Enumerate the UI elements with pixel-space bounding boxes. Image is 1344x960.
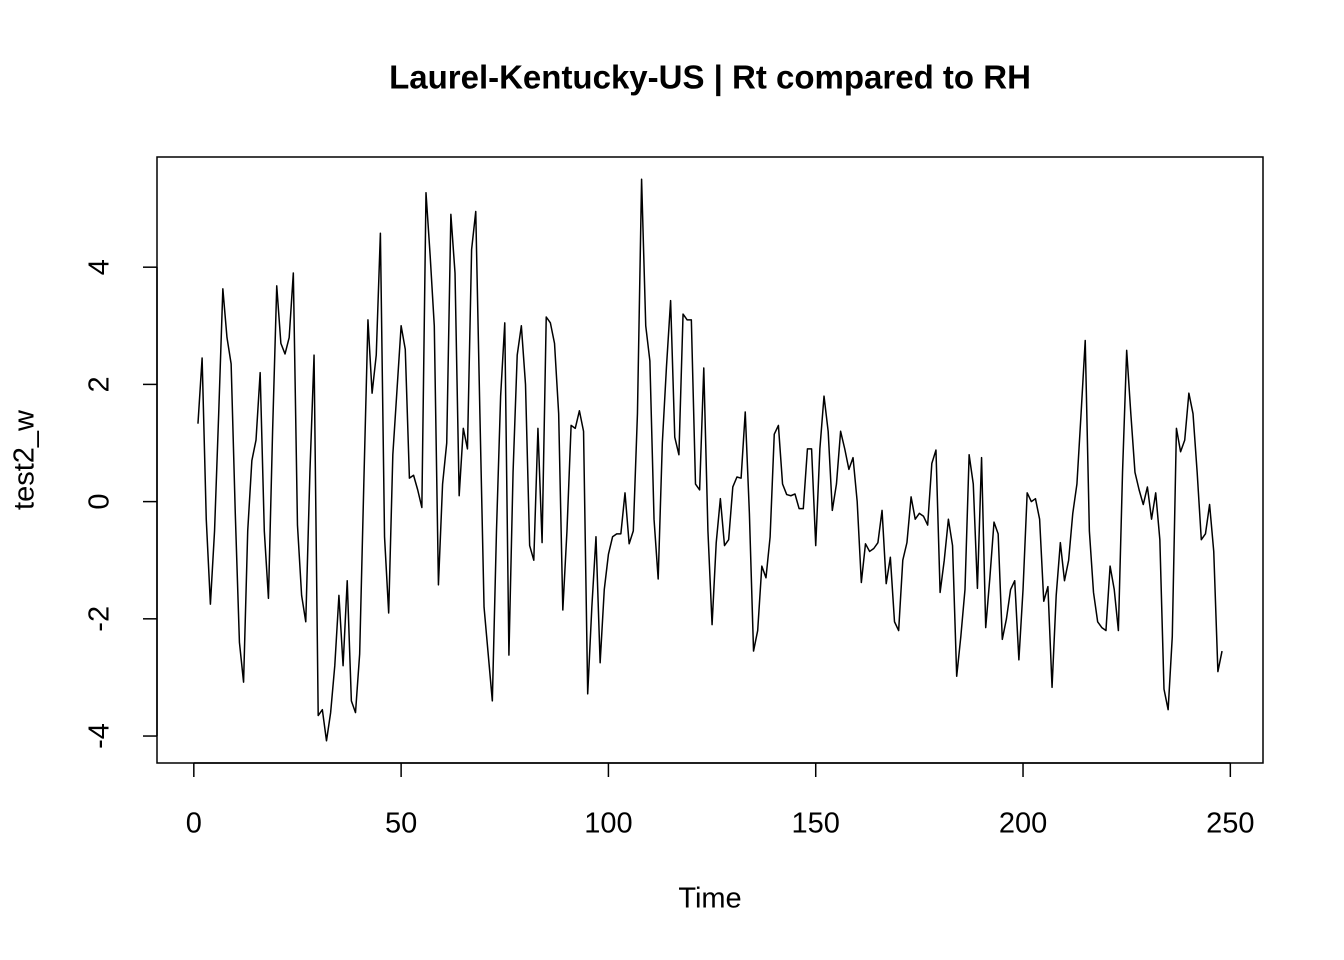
x-tick-label: 0 (186, 808, 202, 840)
plot-frame (156, 156, 1264, 764)
x-tick-label: 250 (1206, 808, 1254, 840)
y-tick-label: -4 (84, 723, 116, 749)
x-tick-label: 50 (385, 808, 417, 840)
x-axis-label: Time (678, 883, 741, 915)
x-tick-label: 100 (584, 808, 632, 840)
x-tick-label: 150 (792, 808, 840, 840)
line-series (197, 178, 1223, 742)
y-tick-label: 2 (84, 376, 116, 392)
y-tick-label: 0 (84, 494, 116, 510)
y-tick-label: -2 (84, 606, 116, 632)
x-tick-label: 200 (999, 808, 1047, 840)
y-tick-label: 4 (84, 259, 116, 275)
y-axis-label: test2_w (9, 409, 41, 510)
chart-title: Laurel-Kentucky-US | Rt compared to RH (389, 59, 1031, 96)
